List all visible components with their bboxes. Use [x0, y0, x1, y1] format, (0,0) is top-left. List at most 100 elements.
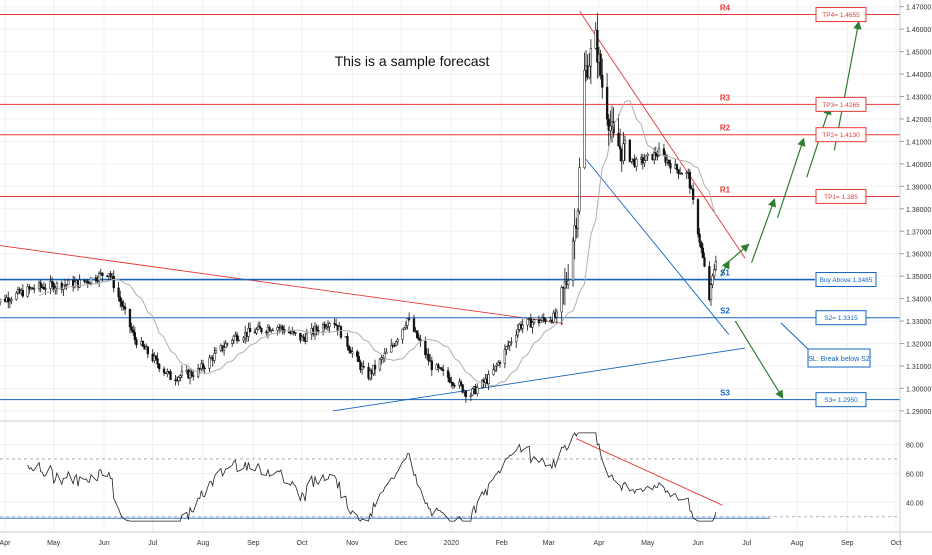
- time-tick-label: Feb: [496, 540, 508, 547]
- level-boxes: TP4= 1.4655 TP3= 1.4265 TP2= 1.4130 TP1= 1.…: [815, 7, 877, 408]
- candle-body: [700, 241, 703, 249]
- candle-body: [334, 323, 338, 326]
- candle-body: [703, 257, 706, 267]
- price-tick-label: 1.39000: [906, 184, 931, 191]
- candle-body: [424, 341, 427, 356]
- candle-body: [571, 240, 575, 281]
- candle-body: [224, 343, 227, 348]
- candle-body: [351, 351, 354, 354]
- grid: [0, 0, 900, 532]
- time-tick-label: Oct: [297, 540, 308, 547]
- candle-body: [154, 355, 158, 359]
- candle-body: [427, 353, 430, 361]
- level-name-s3: S3: [720, 389, 730, 398]
- candle-body: [532, 319, 536, 323]
- candle-body: [247, 327, 250, 337]
- forecast-arrow-down: [734, 320, 784, 399]
- candle-body: [576, 210, 580, 229]
- candle-body: [506, 345, 510, 347]
- candle-body: [42, 286, 46, 290]
- candle-body: [132, 329, 135, 333]
- level-box-s1: [815, 272, 877, 288]
- candle-body: [281, 326, 284, 330]
- time-tick-label: Sep: [247, 540, 260, 547]
- price-tick-label: 1.43000: [906, 95, 931, 102]
- candle-body: [588, 65, 591, 78]
- candle-body: [119, 296, 122, 302]
- candle-body: [662, 148, 666, 156]
- candle-body: [628, 139, 631, 162]
- candle-body: [505, 346, 508, 350]
- candle-body: [430, 360, 433, 371]
- candle-body: [94, 277, 98, 281]
- candle-body: [237, 339, 240, 342]
- moving-average: [38, 99, 717, 387]
- price-tick-label: 1.38000: [906, 207, 931, 214]
- candle-body: [459, 381, 463, 385]
- time-tick-label: May: [47, 540, 61, 547]
- candle-body: [190, 371, 193, 376]
- candle-body: [300, 336, 304, 341]
- candle-body: [231, 339, 234, 344]
- candle-body: [135, 339, 138, 346]
- time-tick-label: Aug: [791, 540, 804, 547]
- candle-body: [404, 325, 408, 328]
- candle-body: [643, 160, 646, 164]
- candle-body: [711, 275, 714, 285]
- candle-body: [169, 371, 172, 381]
- rsi-resistance-line: [576, 438, 723, 506]
- candle-body: [696, 199, 700, 235]
- candle-body: [378, 358, 382, 370]
- candle-body: [235, 334, 239, 341]
- candle-body: [346, 336, 349, 347]
- candle-body: [448, 377, 451, 383]
- candle-body: [373, 364, 377, 370]
- candle-body: [669, 163, 672, 169]
- candle-body: [201, 363, 205, 369]
- candle-body: [203, 367, 206, 370]
- candle-body: [492, 369, 495, 375]
- candle-body: [589, 48, 593, 67]
- level-name-s2: S2: [720, 307, 730, 316]
- candle-body: [208, 357, 211, 369]
- price-tick-label: 1.34000: [906, 297, 931, 304]
- candle-body: [162, 368, 166, 373]
- candle-body: [326, 326, 330, 328]
- price-tick-label: 1.41000: [906, 139, 931, 146]
- candle-body: [328, 323, 331, 327]
- candle-body: [128, 308, 132, 328]
- candle-body: [560, 287, 563, 313]
- candle-body: [544, 319, 547, 323]
- candle-body: [471, 388, 474, 396]
- level-box-r4: [815, 7, 867, 23]
- candle-body: [677, 169, 680, 175]
- candle-body: [396, 339, 399, 342]
- candle-body: [323, 324, 326, 329]
- trendline-long-support: [332, 347, 746, 412]
- candle-body: [213, 352, 216, 361]
- level-box-label-r1: TP1= 1.385: [824, 194, 858, 201]
- price-tick-label: 1.29000: [906, 409, 931, 416]
- candle-body: [461, 384, 464, 393]
- price-tick-label: 1.33000: [906, 319, 931, 326]
- candle-body: [214, 350, 218, 354]
- candle-body: [255, 329, 258, 334]
- candle-body: [403, 327, 406, 330]
- rsi-pane: [0, 432, 900, 522]
- forecast-arrow-up: [728, 243, 750, 263]
- candle-body: [601, 74, 604, 88]
- trend-lines: [0, 10, 746, 412]
- level-box-label-s3: S3= 1.2950: [824, 397, 858, 404]
- candle-body: [531, 322, 534, 328]
- candle-body: [120, 301, 124, 307]
- candle-body: [268, 327, 271, 332]
- price-tick-label: 1.47000: [906, 5, 931, 12]
- candle-body: [73, 281, 76, 288]
- rsi-tick-label: 80.00: [906, 442, 924, 449]
- candle-body: [442, 369, 445, 371]
- candle-body: [688, 171, 692, 189]
- candle-body: [360, 366, 364, 370]
- candle-body: [709, 284, 713, 300]
